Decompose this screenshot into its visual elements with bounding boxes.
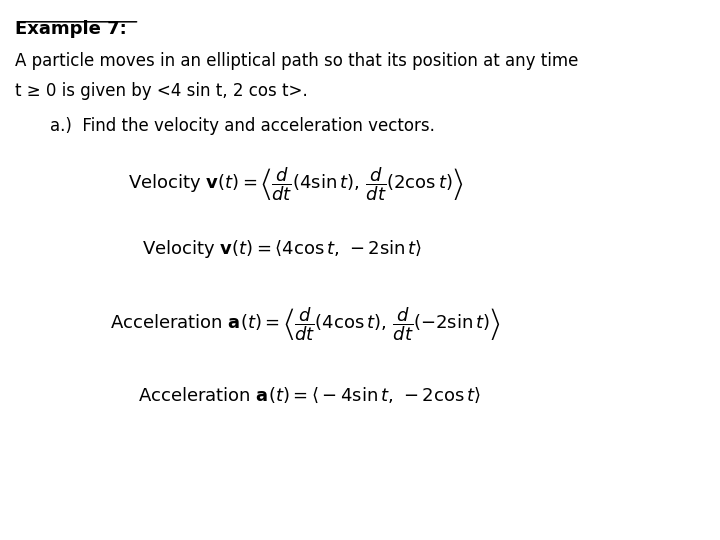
Text: Acceleration $\mathbf{a}(t) = \langle -4\sin t,\,-2\cos t \rangle$: Acceleration $\mathbf{a}(t) = \langle -4… bbox=[138, 386, 481, 404]
Text: Velocity $\mathbf{v}(t) = \langle 4\cos t,\,-2\sin t \rangle$: Velocity $\mathbf{v}(t) = \langle 4\cos … bbox=[142, 238, 422, 260]
Text: Acceleration $\mathbf{a}(t) = \left\langle \dfrac{d}{dt}(4\cos t),\, \dfrac{d}{d: Acceleration $\mathbf{a}(t) = \left\lang… bbox=[110, 305, 501, 342]
Text: A particle moves in an elliptical path so that its position at any time: A particle moves in an elliptical path s… bbox=[15, 52, 579, 70]
Text: Velocity $\mathbf{v}(t) = \left\langle \dfrac{d}{dt}(4\sin t),\, \dfrac{d}{dt}(2: Velocity $\mathbf{v}(t) = \left\langle \… bbox=[127, 165, 463, 203]
Text: a.)  Find the velocity and acceleration vectors.: a.) Find the velocity and acceleration v… bbox=[50, 117, 436, 135]
Text: t ≥ 0 is given by <4 sin t, 2 cos t>.: t ≥ 0 is given by <4 sin t, 2 cos t>. bbox=[15, 82, 308, 100]
Text: Example 7:: Example 7: bbox=[15, 20, 127, 38]
